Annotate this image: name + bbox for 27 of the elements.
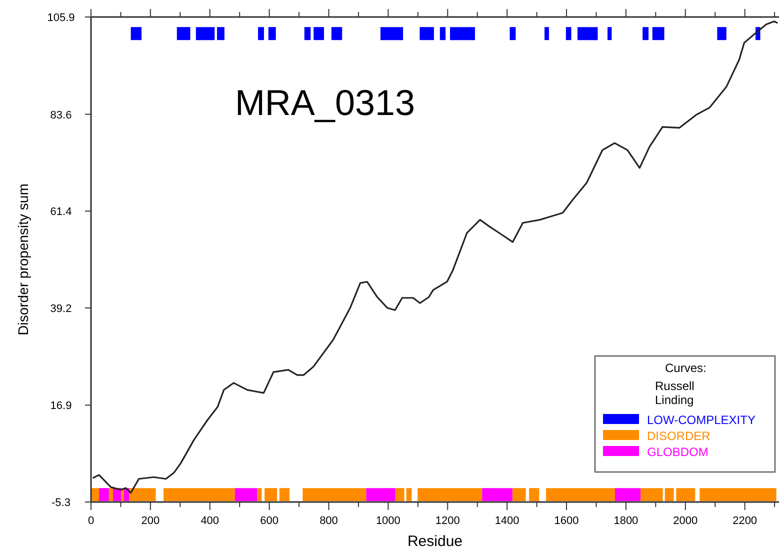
x-tick-label: 1200: [435, 515, 460, 527]
text: MRA_0313: [234, 82, 416, 123]
y-axis-title: Disorder propensity sum: [15, 184, 31, 336]
x-tick-label: 1000: [376, 515, 400, 527]
x-tick-label: 800: [320, 515, 338, 527]
legend-label: GLOBDOM: [647, 445, 708, 459]
x-tick-label: 2000: [673, 515, 698, 527]
y-tick-label: 83.6: [50, 109, 72, 122]
y-tick-label: 39.2: [50, 302, 72, 315]
x-tick-label: 2200: [732, 515, 758, 527]
legend-label: DISORDER: [647, 429, 711, 443]
x-tick-label: 1600: [554, 515, 579, 527]
annotation: Linding: [655, 393, 694, 407]
x-axis-title: Residue: [407, 533, 463, 550]
y-tick-label: -5.3: [52, 497, 70, 509]
annotation: Russell: [655, 379, 694, 393]
y-tick-label: 16.9: [50, 400, 72, 412]
x-tick-label: 1800: [614, 515, 638, 527]
x-tick-label: 200: [141, 515, 160, 527]
x-tick-label: 600: [260, 515, 278, 527]
x-tick-label: 1400: [494, 515, 520, 527]
legend-label: LOW-COMPLEXITY: [647, 413, 756, 427]
x-tick-label: 0: [88, 515, 94, 527]
x-tick-label: 400: [200, 515, 220, 527]
y-tick-label: 105.9: [47, 12, 75, 24]
legend-title: Curves:: [665, 361, 706, 375]
y-tick-label: 61.4: [50, 206, 72, 218]
